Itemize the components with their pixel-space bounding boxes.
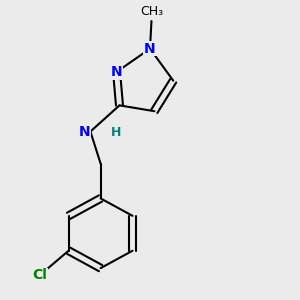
Text: N: N (111, 65, 122, 79)
Text: N: N (144, 42, 156, 56)
Text: N: N (79, 124, 90, 139)
Text: H: H (111, 127, 121, 140)
Text: Cl: Cl (32, 268, 47, 282)
Text: CH₃: CH₃ (140, 5, 163, 18)
